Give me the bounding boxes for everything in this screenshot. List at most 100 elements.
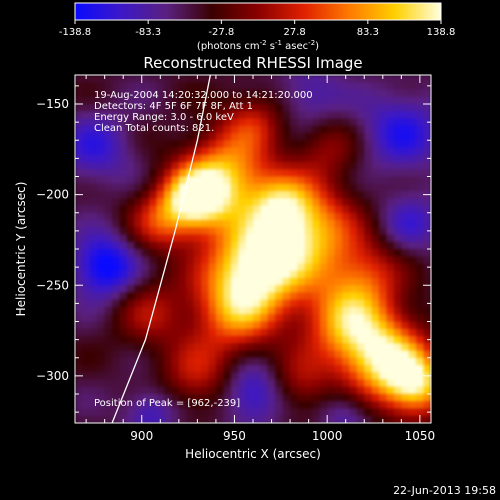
heatmap-cell: [112, 234, 121, 243]
heatmap-cell: [253, 75, 262, 83]
heatmap-cell: [97, 263, 106, 272]
heatmap-cell: [312, 147, 321, 156]
heatmap-cell: [89, 154, 98, 163]
heatmap-cell: [312, 154, 321, 163]
heatmap-cell: [349, 249, 358, 257]
heatmap-cell: [319, 89, 328, 98]
heatmap-cell: [327, 365, 336, 373]
heatmap-cell: [245, 285, 254, 294]
heatmap-cell: [393, 415, 402, 423]
heatmap-cell: [393, 154, 402, 163]
heatmap-cell: [149, 292, 158, 301]
heatmap-cell: [356, 205, 365, 214]
heatmap-cell: [156, 394, 165, 402]
heatmap-cell: [119, 82, 128, 91]
heatmap-cell: [230, 292, 239, 301]
heatmap-cell: [416, 205, 425, 214]
heatmap-cell: [401, 176, 410, 185]
heatmap-cell: [141, 328, 150, 337]
heatmap-cell: [186, 140, 195, 149]
heatmap-cell: [149, 249, 158, 257]
heatmap-cell: [230, 256, 239, 265]
heatmap-cell: [164, 140, 173, 149]
heatmap-cell: [119, 278, 128, 286]
heatmap-cell: [104, 162, 113, 170]
heatmap-cell: [379, 227, 388, 236]
heatmap-cell: [75, 220, 84, 228]
heatmap-cell: [282, 241, 291, 250]
heatmap-cell: [134, 154, 143, 163]
heatmap-cell: [186, 212, 195, 221]
heatmap-cell: [238, 75, 247, 83]
heatmap-cell: [238, 89, 247, 98]
heatmap-cell: [312, 111, 321, 120]
heatmap-cell: [119, 118, 128, 127]
heatmap-cell: [75, 198, 84, 207]
heatmap-cell: [364, 234, 373, 243]
heatmap-cell: [349, 234, 358, 243]
heatmap-cell: [171, 241, 180, 250]
heatmap-cell: [215, 154, 224, 163]
heatmap-cell: [342, 408, 351, 417]
heatmap-cell: [282, 96, 291, 105]
heatmap-cell: [126, 379, 135, 388]
heatmap-cell: [334, 336, 343, 344]
heatmap-cell: [126, 285, 135, 294]
heatmap-cell: [97, 75, 106, 83]
heatmap-cell: [215, 336, 224, 344]
heatmap-cell: [401, 162, 410, 170]
heatmap-cell: [371, 212, 380, 221]
heatmap-cell: [290, 270, 299, 279]
heatmap-cell: [290, 336, 299, 344]
heatmap-cell: [97, 104, 106, 112]
heatmap-cell: [156, 336, 165, 344]
heatmap-cell: [253, 104, 262, 112]
heatmap-cell: [245, 118, 254, 127]
heatmap-cell: [401, 263, 410, 272]
heatmap-cell: [193, 336, 202, 344]
heatmap-cell: [260, 227, 269, 236]
heatmap-cell: [312, 256, 321, 265]
heatmap-cell: [141, 176, 150, 185]
heatmap-cell: [401, 191, 410, 199]
heatmap-cell: [238, 401, 247, 410]
heatmap-cell: [334, 357, 343, 366]
heatmap-cell: [126, 357, 135, 366]
heatmap-cell: [89, 249, 98, 257]
heatmap-cell: [408, 408, 417, 417]
heatmap-cell: [156, 183, 165, 192]
heatmap-cell: [89, 365, 98, 373]
colorbar-tick-label: -138.8: [59, 27, 91, 38]
heatmap-cell: [245, 321, 254, 330]
heatmap-cell: [423, 162, 431, 170]
heatmap-cell: [193, 263, 202, 272]
heatmap-cell: [416, 111, 425, 120]
heatmap-cell: [193, 365, 202, 373]
heatmap-cell: [104, 415, 113, 423]
heatmap-cell: [290, 234, 299, 243]
heatmap-cell: [379, 191, 388, 199]
heatmap-cell: [342, 314, 351, 323]
heatmap-cell: [327, 343, 336, 352]
heatmap-cell: [104, 314, 113, 323]
heatmap-cell: [89, 292, 98, 301]
heatmap-cell: [356, 162, 365, 170]
heatmap-cell: [186, 307, 195, 315]
heatmap-cell: [267, 140, 276, 149]
y-tick-label: −150: [36, 97, 69, 111]
heatmap-cell: [215, 104, 224, 112]
heatmap-cell: [290, 75, 299, 83]
x-tick-label: 950: [223, 429, 246, 443]
heatmap-cell: [134, 191, 143, 199]
heatmap-cell: [82, 104, 91, 112]
heatmap-cell: [356, 220, 365, 228]
heatmap-cell: [171, 176, 180, 185]
heatmap-cell: [416, 401, 425, 410]
heatmap-cell: [416, 212, 425, 221]
heatmap-cell: [282, 292, 291, 301]
heatmap-cell: [119, 125, 128, 134]
heatmap-cell: [393, 191, 402, 199]
heatmap-cell: [312, 212, 321, 221]
heatmap-cell: [267, 263, 276, 272]
heatmap-cell: [134, 415, 143, 423]
